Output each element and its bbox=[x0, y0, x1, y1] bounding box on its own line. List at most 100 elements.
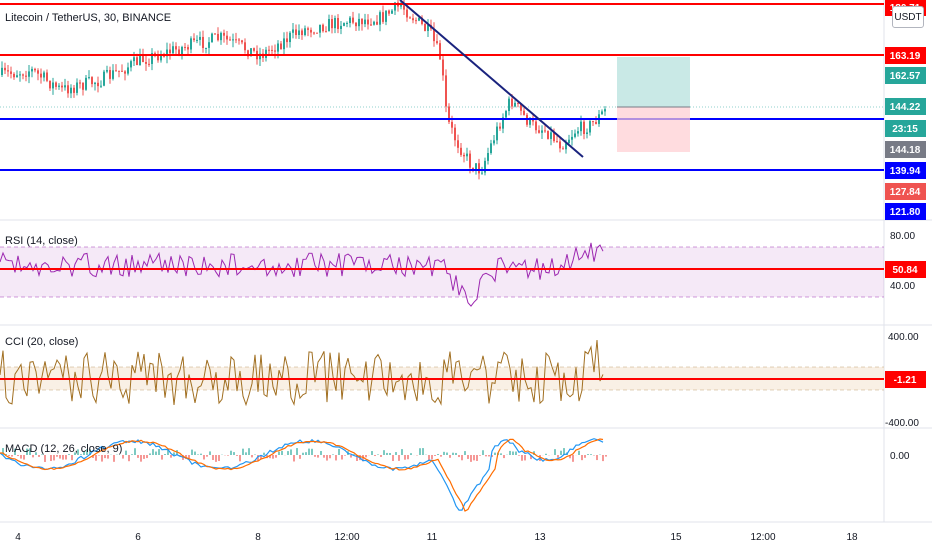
candle-body[interactable] bbox=[307, 28, 309, 30]
candle-body[interactable] bbox=[160, 55, 162, 61]
candle-body[interactable] bbox=[463, 154, 465, 157]
candle-body[interactable] bbox=[124, 71, 126, 74]
candle-body[interactable] bbox=[316, 32, 318, 34]
cci-pane[interactable] bbox=[0, 339, 884, 407]
candle-body[interactable] bbox=[325, 31, 327, 33]
candle-body[interactable] bbox=[79, 82, 81, 84]
candle-body[interactable] bbox=[133, 57, 135, 62]
candle-body[interactable] bbox=[7, 70, 9, 72]
candle-body[interactable] bbox=[25, 75, 27, 77]
candle-body[interactable] bbox=[484, 160, 486, 173]
candle-body[interactable] bbox=[244, 42, 246, 51]
candle-body[interactable] bbox=[583, 121, 585, 135]
cci-line[interactable] bbox=[0, 339, 604, 407]
candle-body[interactable] bbox=[121, 70, 123, 72]
candle-body[interactable] bbox=[289, 32, 291, 43]
candle-body[interactable] bbox=[97, 82, 99, 87]
candle-body[interactable] bbox=[298, 30, 300, 36]
candle-body[interactable] bbox=[379, 12, 381, 25]
candle-body[interactable] bbox=[163, 55, 165, 57]
candle-body[interactable] bbox=[265, 49, 267, 58]
candle-body[interactable] bbox=[130, 61, 132, 68]
candle-body[interactable] bbox=[91, 77, 93, 85]
candle-body[interactable] bbox=[523, 110, 525, 115]
candle-body[interactable] bbox=[229, 39, 231, 41]
candle-body[interactable] bbox=[211, 33, 213, 43]
candle-body[interactable] bbox=[541, 130, 543, 133]
candle-body[interactable] bbox=[46, 72, 48, 81]
candle-body[interactable] bbox=[595, 122, 597, 124]
candle-body[interactable] bbox=[385, 10, 387, 22]
candle-body[interactable] bbox=[118, 70, 120, 72]
candle-body[interactable] bbox=[328, 19, 330, 32]
candle-body[interactable] bbox=[448, 106, 450, 122]
candle-body[interactable] bbox=[13, 73, 15, 78]
candle-body[interactable] bbox=[352, 17, 354, 23]
candle-body[interactable] bbox=[487, 153, 489, 161]
candle-body[interactable] bbox=[250, 48, 252, 57]
candle-body[interactable] bbox=[391, 10, 393, 14]
candle-body[interactable] bbox=[481, 172, 483, 174]
candle-body[interactable] bbox=[52, 82, 54, 89]
candle-body[interactable] bbox=[358, 18, 360, 27]
candle-body[interactable] bbox=[349, 17, 351, 23]
candle-body[interactable] bbox=[295, 29, 297, 36]
candle-body[interactable] bbox=[136, 57, 138, 65]
candle-body[interactable] bbox=[505, 110, 507, 118]
candle-body[interactable] bbox=[193, 38, 195, 41]
candle-body[interactable] bbox=[178, 49, 180, 55]
candle-body[interactable] bbox=[247, 50, 249, 57]
candle-body[interactable] bbox=[253, 48, 255, 51]
candle-body[interactable] bbox=[112, 70, 114, 79]
candle-body[interactable] bbox=[283, 38, 285, 50]
candle-body[interactable] bbox=[337, 17, 339, 29]
candle-body[interactable] bbox=[427, 25, 429, 31]
candle-body[interactable] bbox=[364, 19, 366, 25]
candle-body[interactable] bbox=[571, 136, 573, 140]
candle-body[interactable] bbox=[382, 12, 384, 22]
candle-body[interactable] bbox=[304, 28, 306, 36]
candle-body[interactable] bbox=[496, 126, 498, 141]
currency-button[interactable]: USDT bbox=[892, 6, 924, 28]
candle-body[interactable] bbox=[319, 24, 321, 33]
candle-body[interactable] bbox=[202, 36, 204, 49]
candle-body[interactable] bbox=[331, 19, 333, 29]
candle-body[interactable] bbox=[313, 32, 315, 34]
candle-body[interactable] bbox=[589, 121, 591, 133]
macd-pane[interactable] bbox=[0, 438, 607, 512]
candle-body[interactable] bbox=[205, 47, 207, 49]
candle-body[interactable] bbox=[187, 47, 189, 50]
candle-body[interactable] bbox=[376, 21, 378, 25]
candle-body[interactable] bbox=[445, 75, 447, 107]
candle-body[interactable] bbox=[55, 82, 57, 87]
candle-body[interactable] bbox=[115, 70, 117, 72]
candle-body[interactable] bbox=[553, 132, 555, 142]
candle-body[interactable] bbox=[169, 49, 171, 54]
candle-body[interactable] bbox=[16, 75, 18, 78]
candle-body[interactable] bbox=[355, 22, 357, 27]
candle-body[interactable] bbox=[67, 85, 69, 94]
candle-body[interactable] bbox=[451, 121, 453, 128]
candle-body[interactable] bbox=[310, 29, 312, 33]
candle-body[interactable] bbox=[436, 41, 438, 44]
candle-body[interactable] bbox=[196, 39, 198, 41]
candle-body[interactable] bbox=[565, 143, 567, 150]
candle-body[interactable] bbox=[259, 53, 261, 60]
candle-body[interactable] bbox=[559, 141, 561, 149]
candle-body[interactable] bbox=[421, 17, 423, 24]
candle-body[interactable] bbox=[226, 35, 228, 40]
candle-body[interactable] bbox=[94, 82, 96, 85]
candle-body[interactable] bbox=[469, 153, 471, 168]
candle-body[interactable] bbox=[58, 85, 60, 87]
candle-body[interactable] bbox=[580, 121, 582, 132]
candle-body[interactable] bbox=[535, 121, 537, 131]
candle-body[interactable] bbox=[394, 2, 396, 11]
candle-body[interactable] bbox=[586, 132, 588, 135]
candle-body[interactable] bbox=[460, 147, 462, 155]
candle-body[interactable] bbox=[475, 163, 477, 171]
candle-body[interactable] bbox=[520, 103, 522, 111]
macd-signal-line[interactable] bbox=[0, 438, 604, 512]
candle-body[interactable] bbox=[604, 109, 606, 112]
candle-body[interactable] bbox=[19, 74, 21, 76]
